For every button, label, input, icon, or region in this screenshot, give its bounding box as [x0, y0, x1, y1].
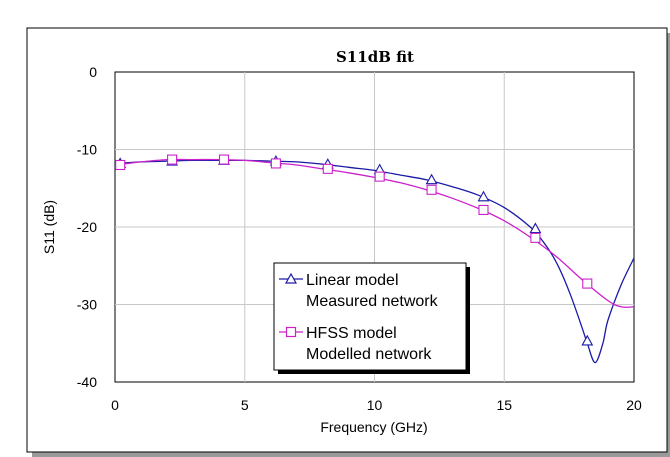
y-tick-label: -30	[77, 297, 97, 313]
y-tick-label: -40	[77, 374, 97, 390]
x-tick-label: 5	[241, 397, 249, 413]
x-tick-label: 15	[496, 397, 512, 413]
y-tick-label: 0	[89, 64, 97, 80]
linear-model-marker	[425, 173, 438, 185]
series-line-linear-model	[115, 159, 634, 364]
hfss-model-marker	[167, 154, 178, 165]
y-tick-label: -10	[77, 142, 97, 158]
linear-model-marker	[477, 190, 490, 202]
hfss-model-marker	[426, 184, 437, 195]
hfss-model-marker	[582, 278, 593, 289]
hfss-model-marker	[322, 163, 333, 174]
legend-sublabel-hfss: Modelled network	[306, 346, 432, 363]
legend-box	[273, 262, 467, 371]
y-axis-title: S11 (dB)	[41, 200, 57, 254]
axis-ticks: 0 5 10 15 20 0 -10 -20 -30 -40	[77, 64, 642, 413]
hfss-model-marker	[115, 159, 126, 171]
linear-model-marker	[581, 334, 594, 346]
legend-square-marker	[285, 326, 297, 338]
marker-layer	[114, 154, 594, 346]
legend-label-hfss: HFSS model	[306, 325, 397, 342]
hfss-model-marker	[270, 158, 281, 169]
x-axis-title: Frequency (GHz)	[320, 419, 427, 435]
x-tick-label: 20	[626, 397, 642, 413]
legend-sublabel-linear: Measured network	[306, 293, 439, 310]
series-line-hfss-model	[115, 158, 634, 308]
hfss-model-marker	[218, 154, 230, 165]
x-tick-label: 10	[367, 397, 383, 413]
y-tick-label: -20	[77, 219, 97, 235]
linear-model-marker	[529, 222, 542, 234]
chart-title: S11dB fit	[336, 48, 414, 66]
x-tick-label: 0	[111, 397, 119, 413]
hfss-model-marker	[374, 171, 385, 182]
series-layer	[115, 158, 634, 364]
hfss-model-marker	[478, 204, 489, 215]
hfss-model-marker	[530, 232, 541, 243]
legend-triangle-marker	[284, 272, 298, 284]
legend: Linear model Measured network HFSS model…	[273, 262, 470, 374]
legend-label-linear: Linear model	[306, 272, 399, 289]
